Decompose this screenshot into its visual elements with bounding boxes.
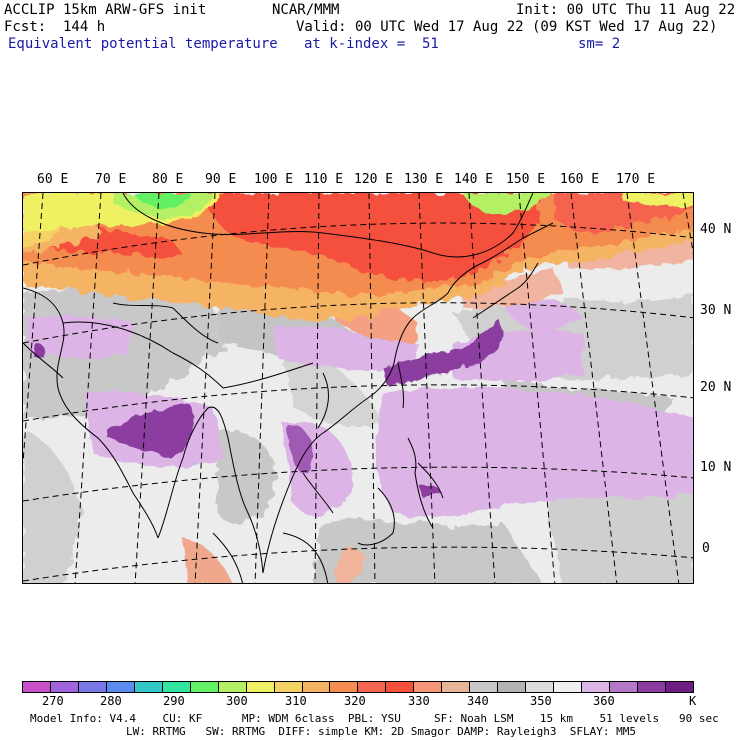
colorbar-swatch bbox=[610, 682, 638, 692]
colorbar-swatch bbox=[665, 682, 693, 692]
colorbar-unit: K bbox=[689, 694, 697, 708]
lat-label: 20 N bbox=[700, 380, 732, 395]
cool-patches bbox=[23, 193, 693, 248]
graticule bbox=[23, 193, 693, 583]
colorbar-tick-label: 310 bbox=[285, 694, 307, 708]
colorbar-swatch bbox=[330, 682, 359, 692]
init-time: Init: 00 UTC Thu 11 Aug 22 bbox=[516, 2, 736, 18]
run-title: ACCLIP 15km ARW-GFS init bbox=[4, 2, 207, 18]
colorbar-tick-label: 280 bbox=[100, 694, 122, 708]
coastlines bbox=[23, 193, 554, 583]
lon-label: 120 E bbox=[354, 172, 394, 187]
colorbar-swatch bbox=[358, 682, 387, 692]
colorbar-tick-label: 330 bbox=[408, 694, 430, 708]
longitude-labels: 60 E 70 E 80 E 90 E 100 E 110 E 120 E 13… bbox=[0, 172, 740, 188]
colorbar-tick-label: 290 bbox=[163, 694, 185, 708]
colorbar bbox=[22, 681, 694, 693]
colorbar-swatch bbox=[162, 682, 191, 692]
colorbar-swatch bbox=[386, 682, 415, 692]
valid-time: Valid: 00 UTC Wed 17 Aug 22 (09 KST Wed … bbox=[296, 19, 718, 35]
colorbar-swatch bbox=[637, 682, 666, 692]
lon-label: 100 E bbox=[254, 172, 294, 187]
colorbar-swatch bbox=[23, 682, 51, 692]
colorbar-swatch bbox=[554, 682, 583, 692]
lat-label: 30 N bbox=[700, 303, 732, 318]
colorbar-swatch bbox=[498, 682, 527, 692]
colorbar-swatch bbox=[246, 682, 275, 692]
latitude-labels: 40 N 30 N 20 N 10 N 0 bbox=[700, 0, 740, 740]
theta-e-map bbox=[22, 192, 694, 584]
colorbar-swatch bbox=[134, 682, 163, 692]
colorbar-swatch bbox=[106, 682, 135, 692]
organization-label: NCAR/MMM bbox=[272, 2, 340, 18]
lon-label: 150 E bbox=[506, 172, 546, 187]
lon-label: 160 E bbox=[560, 172, 600, 187]
colorbar-swatch bbox=[274, 682, 303, 692]
lon-label: 170 E bbox=[616, 172, 656, 187]
lon-label: 80 E bbox=[152, 172, 184, 187]
lon-label: 130 E bbox=[404, 172, 444, 187]
lon-label: 110 E bbox=[304, 172, 344, 187]
lat-label: 0 bbox=[702, 541, 710, 556]
field-name: Equivalent potential temperature bbox=[8, 36, 278, 52]
lon-label: 60 E bbox=[37, 172, 69, 187]
colorbar-tick-label: 300 bbox=[226, 694, 248, 708]
lat-label: 40 N bbox=[700, 222, 732, 237]
purple-cores bbox=[33, 321, 505, 498]
lon-label: 70 E bbox=[95, 172, 127, 187]
colorbar-swatch bbox=[302, 682, 331, 692]
model-info-line-2: LW: RRTMG SW: RRTMG DIFF: simple KM: 2D … bbox=[126, 725, 636, 738]
colorbar-swatch bbox=[78, 682, 107, 692]
forecast-hour: Fcst: 144 h bbox=[4, 19, 106, 35]
smoothing-label: sm= 2 bbox=[578, 36, 621, 52]
colorbar-tick-label: 320 bbox=[344, 694, 366, 708]
lat-label: 10 N bbox=[700, 460, 732, 475]
colorbar-swatch bbox=[50, 682, 79, 692]
model-info-line-1: Model Info: V4.4 CU: KF MP: WDM 6class P… bbox=[30, 712, 719, 725]
colorbar-swatch bbox=[218, 682, 247, 692]
map-field-svg bbox=[23, 193, 693, 583]
colorbar-tick-label: 360 bbox=[593, 694, 615, 708]
colorbar-swatch bbox=[582, 682, 611, 692]
lon-label: 90 E bbox=[205, 172, 237, 187]
colorbar-swatch bbox=[190, 682, 219, 692]
colorbar-tick-label: 350 bbox=[530, 694, 552, 708]
lon-label: 140 E bbox=[454, 172, 494, 187]
level-index: at k-index = 51 bbox=[304, 36, 439, 52]
colorbar-swatch bbox=[526, 682, 555, 692]
colorbar-tick-label: 340 bbox=[467, 694, 489, 708]
colorbar-swatch bbox=[414, 682, 443, 692]
colorbar-swatch bbox=[470, 682, 499, 692]
colorbar-swatch bbox=[442, 682, 471, 692]
colorbar-labels: 270 280 290 300 310 320 330 340 350 360 … bbox=[0, 694, 740, 708]
colorbar-tick-label: 270 bbox=[42, 694, 64, 708]
